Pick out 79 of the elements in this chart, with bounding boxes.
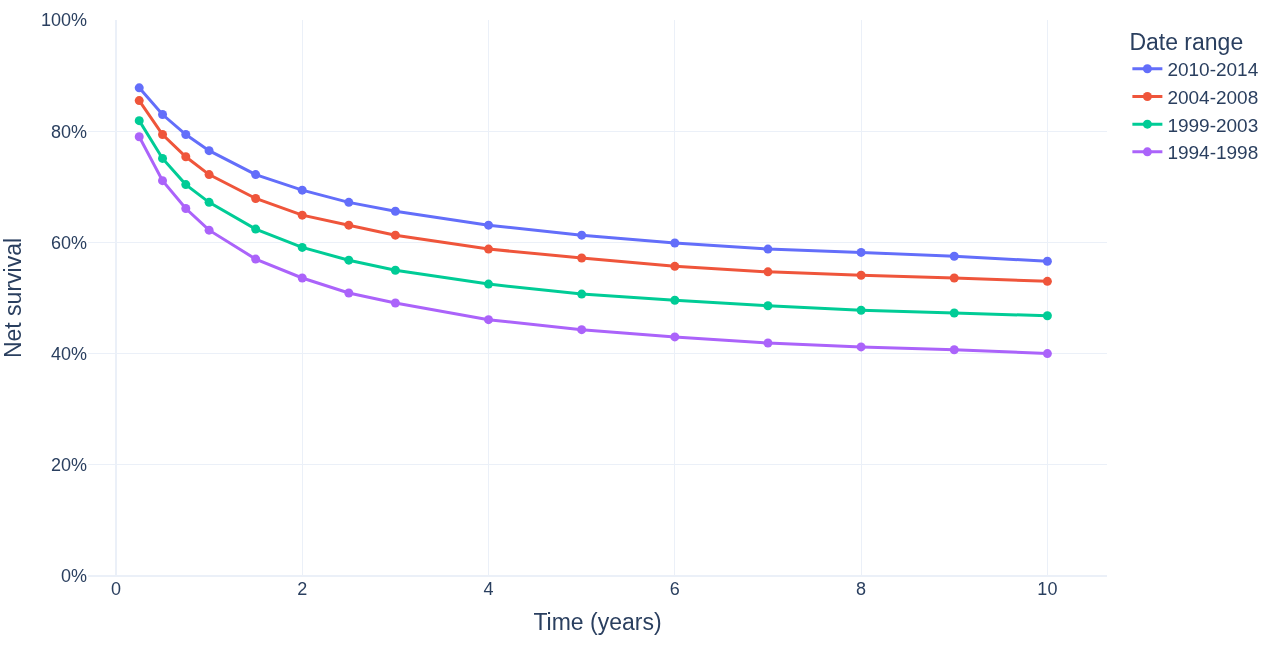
point [390, 298, 400, 308]
point [297, 273, 307, 283]
point [158, 153, 168, 163]
point [204, 170, 214, 180]
point [949, 273, 959, 283]
point [763, 244, 773, 254]
point [577, 253, 587, 263]
y-tick-label: 100% [40, 10, 87, 31]
y-tick-label: 60% [50, 232, 87, 253]
point [204, 146, 214, 156]
point [670, 238, 680, 248]
point [949, 251, 959, 261]
point [251, 254, 261, 264]
point [856, 305, 866, 315]
point [1042, 349, 1052, 359]
point [204, 225, 214, 235]
point [856, 342, 866, 352]
point [134, 83, 144, 93]
x-tick-label: 10 [1037, 579, 1058, 599]
point [1042, 256, 1052, 266]
point [670, 332, 680, 342]
point [181, 180, 191, 190]
point [670, 261, 680, 271]
point [134, 116, 144, 126]
point [344, 197, 354, 207]
point [344, 288, 354, 298]
point [134, 132, 144, 142]
legend-label: 1994-1998 [1167, 142, 1259, 164]
point [251, 224, 261, 234]
point [856, 270, 866, 280]
legend-label: 2004-2008 [1167, 86, 1259, 108]
point [158, 176, 168, 186]
point [390, 230, 400, 240]
y-axis-title: Net survival [0, 237, 26, 359]
x-tick-label: 2 [297, 579, 308, 599]
y-tick-label: 80% [50, 121, 87, 142]
point [949, 308, 959, 318]
point [204, 197, 214, 207]
point [134, 96, 144, 106]
point [158, 130, 168, 140]
point [181, 203, 191, 213]
point [297, 210, 307, 220]
point [181, 130, 191, 140]
point [344, 255, 354, 265]
point [181, 152, 191, 162]
point [484, 244, 494, 254]
point [577, 325, 587, 335]
legend-title: Date range [1129, 28, 1244, 55]
x-tick-label: 4 [483, 579, 494, 599]
y-tick-label: 0% [60, 566, 87, 587]
x-tick-label: 6 [669, 579, 680, 599]
point [1042, 276, 1052, 286]
point [670, 295, 680, 305]
point [158, 110, 168, 120]
point [297, 242, 307, 252]
legend-label: 2010-2014 [1167, 59, 1259, 81]
point [344, 220, 354, 230]
point [251, 170, 261, 180]
point [484, 220, 494, 230]
point [251, 193, 261, 203]
x-tick-label: 8 [856, 579, 867, 599]
point [484, 315, 494, 325]
point [390, 265, 400, 275]
point [763, 338, 773, 348]
point [763, 267, 773, 277]
x-axis-title: Time (years) [533, 608, 662, 635]
x-tick-label: 0 [110, 579, 121, 599]
y-tick-label: 20% [50, 455, 87, 476]
point [949, 345, 959, 355]
legend-label: 1999-2003 [1167, 114, 1259, 136]
point [484, 279, 494, 289]
point [1042, 311, 1052, 321]
point [856, 247, 866, 257]
y-tick-label: 40% [50, 343, 87, 364]
point [763, 301, 773, 311]
point [297, 185, 307, 195]
point [577, 230, 587, 240]
point [390, 206, 400, 216]
point [577, 289, 587, 299]
